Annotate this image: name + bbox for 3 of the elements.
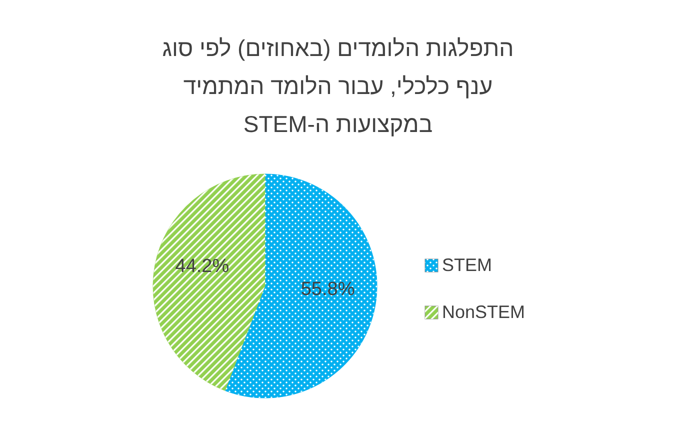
legend-label: STEM [442, 255, 492, 275]
legend-label: NonSTEM [442, 302, 526, 322]
chart-title: התפלגות הלומדים (באחוזים) לפי סוג ענף כלכלי, עבור הלומד המתמיד במקצועות ה-STEM [162, 35, 514, 137]
